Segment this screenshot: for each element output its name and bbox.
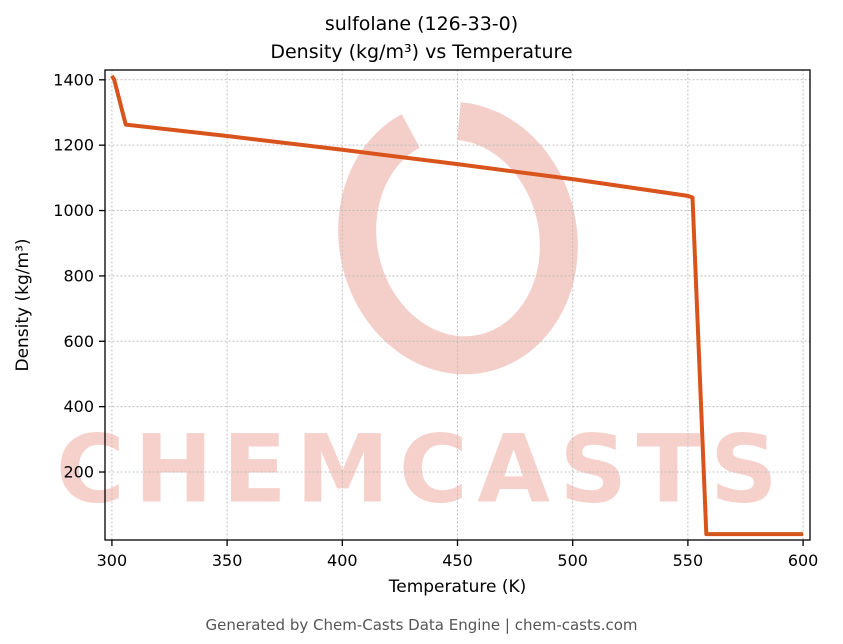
y-tick-label: 400 <box>63 397 94 416</box>
x-tick-label: 400 <box>327 551 358 570</box>
x-tick-label: 300 <box>97 551 128 570</box>
y-tick-label: 1000 <box>53 201 94 220</box>
y-tick-label: 200 <box>63 463 94 482</box>
x-tick-label: 500 <box>557 551 588 570</box>
x-axis-label: Temperature (K) <box>388 577 527 597</box>
footer-credit: Generated by Chem-Casts Data Engine | ch… <box>205 616 638 634</box>
x-tick-label: 600 <box>788 551 819 570</box>
y-tick-label: 800 <box>63 266 94 285</box>
watermark-logo-icon <box>338 101 578 375</box>
y-tick-label: 1200 <box>53 136 94 155</box>
chart-title-line2: Density (kg/m³) vs Temperature <box>270 41 573 63</box>
watermark-text: CHEMCASTS <box>55 415 788 525</box>
y-tick-label: 600 <box>63 332 94 351</box>
x-tick-label: 550 <box>673 551 704 570</box>
y-axis-label: Density (kg/m³) <box>13 238 33 371</box>
y-tick-label: 1400 <box>53 70 94 89</box>
chart-title: sulfolane (126-33-0) Density (kg/m³) vs … <box>0 10 843 66</box>
x-tick-label: 450 <box>442 551 473 570</box>
chart-title-line1: sulfolane (126-33-0) <box>324 13 519 35</box>
data-series-line <box>110 74 804 537</box>
x-tick-label: 350 <box>212 551 243 570</box>
